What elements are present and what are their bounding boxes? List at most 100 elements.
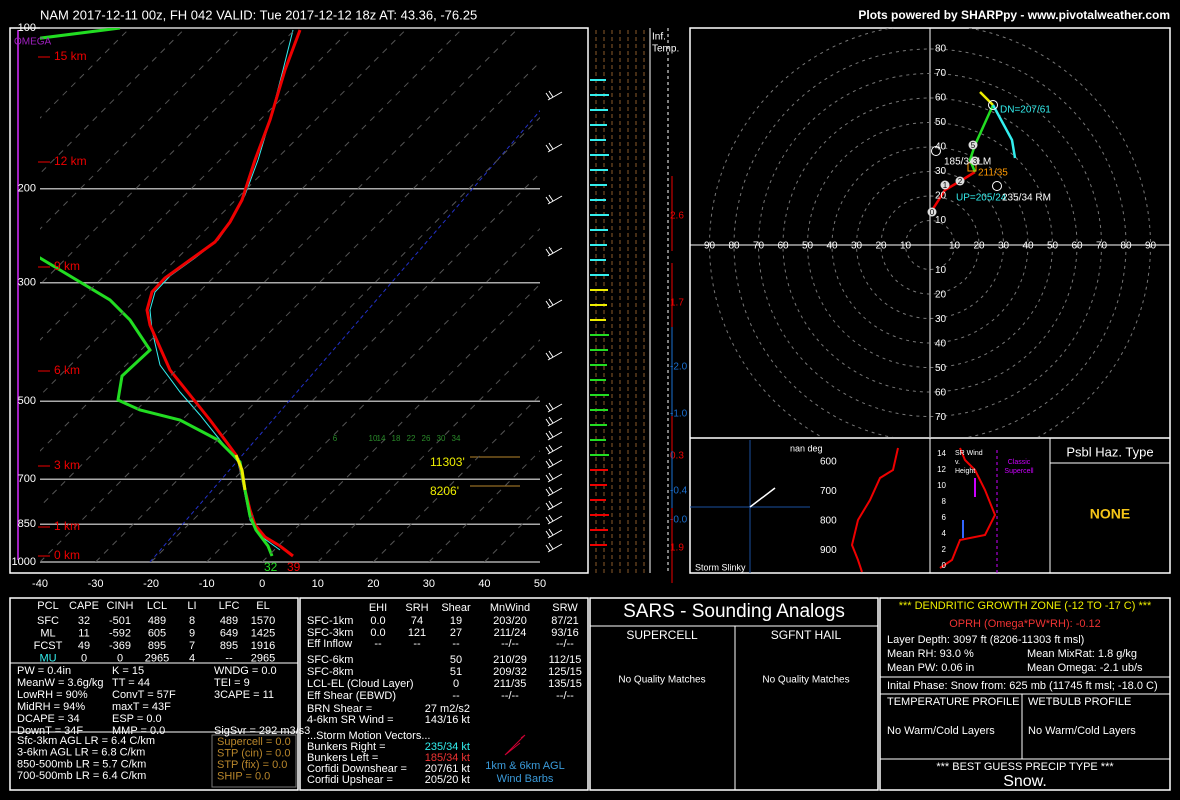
index-value: PW = 0.4in (17, 665, 71, 677)
x-tick-label: 30 (423, 578, 435, 590)
hodo-ring (905, 220, 955, 270)
header-title: NAM 2017-12-11 00z, FH 042 VALID: Tue 20… (40, 7, 477, 22)
hodo-point-label: 2 (958, 177, 963, 186)
hodo-point-label: 5 (971, 141, 976, 150)
isotherm (372, 394, 540, 562)
table-cell: 0 (117, 652, 123, 664)
hodo-mid (968, 104, 995, 173)
table-cell: 112/15 (549, 654, 582, 666)
y-tick-label: 300 (18, 277, 36, 289)
y-tick-label: 850 (18, 518, 36, 530)
table-cell: 1425 (251, 627, 275, 639)
table-cell: 125/15 (548, 666, 582, 678)
hazard-value: NONE (1090, 506, 1130, 522)
inf-value: -0.0 (670, 515, 688, 526)
table-cell: 0 (453, 678, 459, 690)
index-value: TEI = 9 (214, 677, 250, 689)
composite-value: SHIP = 0.0 (217, 770, 270, 782)
table-cell: 9 (189, 627, 195, 639)
sars-table (589, 597, 879, 791)
srwind-title: Height (955, 468, 975, 475)
extra-label: BRN Shear = (307, 703, 372, 715)
hodo-low (929, 170, 976, 213)
hodo-label: 30 (998, 241, 1010, 252)
hodo-label: 20 (935, 191, 947, 202)
hodo-label: 20 (973, 241, 985, 252)
row-label: SFC-3km (307, 627, 353, 639)
table-cell: SFC (37, 615, 59, 627)
height-label: 9 km (54, 259, 80, 273)
supercell-label: Classic (1008, 459, 1031, 466)
y-tick-label: 100 (18, 22, 36, 34)
hodo-ring (782, 97, 1078, 393)
index-value: 3CAPE = 11 (214, 689, 274, 701)
hodo-annotation: 235/34 RM (1002, 193, 1051, 204)
table-header: Shear (441, 602, 471, 614)
height-tick: 2 (942, 545, 947, 554)
composite-box (211, 734, 297, 788)
slinky-title: nan deg (790, 443, 823, 453)
y-tick-label: 700 (18, 473, 36, 485)
x-tick-label: 20 (367, 578, 379, 590)
extra-value: 27 m2/s2 (425, 703, 470, 715)
hodo-label: 40 (826, 241, 838, 252)
hodo-label: 50 (935, 363, 947, 374)
wind-barb (545, 402, 563, 413)
height-tick: 10 (937, 481, 946, 490)
table-header: EHI (369, 602, 387, 614)
table-header: SRH (405, 602, 428, 614)
table-cell: 0 (81, 652, 87, 664)
inf-value: 0.3 (670, 451, 684, 462)
table-cell: MU (39, 652, 56, 664)
hodo-top (991, 104, 1017, 159)
height-label: 12 km (54, 154, 87, 168)
hazard-title: Psbl Haz. Type (1066, 444, 1153, 459)
mixing-ratio-label: 10 (369, 434, 378, 443)
hodo-label: 60 (935, 93, 947, 104)
lapse-rate: 850-500mb LR = 5.7 C/km (17, 758, 146, 770)
index-value: MMP = 0.0 (112, 725, 165, 737)
precip-type: Snow. (1003, 773, 1047, 790)
table-cell: 489 (148, 615, 166, 627)
tables (9, 462, 1171, 791)
height-tick: 0 (942, 561, 947, 570)
hodo-label: 20 (935, 290, 947, 301)
profile-result: No Warm/Cold Layers (887, 725, 995, 737)
srwind-title: SR Wind (955, 450, 983, 457)
hodo-label: 50 (1047, 241, 1059, 252)
inf-value: 2.6 (670, 211, 684, 222)
motion-label: Corfidi Downshear = (307, 763, 407, 775)
y-tick-label: 200 (18, 183, 36, 195)
table-cell: 32 (78, 615, 90, 627)
dewpoint-line (40, 28, 121, 40)
storm-motion (988, 100, 998, 110)
sars-column: SGFNT HAIL (771, 628, 842, 642)
skewt-plot (40, 28, 540, 562)
hodo-point-label: 0 (930, 208, 935, 217)
height-tick: 8 (942, 497, 947, 506)
parcel-path (149, 110, 540, 562)
hodo-label: 10 (935, 265, 947, 276)
hodo-label: 60 (935, 388, 947, 399)
height-label: 15 km (54, 49, 87, 63)
wind-barb (545, 246, 563, 257)
height-label: 3 km (54, 458, 80, 472)
row-label: Eff Inflow (307, 638, 352, 650)
table-cell: -369 (109, 640, 131, 652)
hodo-point (927, 207, 937, 217)
hodo-ring (807, 122, 1053, 368)
wind-barb (545, 194, 563, 205)
x-tick-label: 50 (534, 578, 546, 590)
x-tick-label: -10 (199, 578, 215, 590)
wind-barb (545, 472, 563, 483)
sars-result: No Quality Matches (618, 675, 705, 686)
table-cell: 50 (450, 654, 462, 666)
hodo-label: 90 (704, 241, 716, 252)
index-value: DCAPE = 34 (17, 713, 80, 725)
hodo-label: 30 (851, 241, 863, 252)
table-cell: -- (413, 638, 421, 650)
index-value: ESP = 0.0 (112, 713, 162, 725)
index-value: K = 15 (112, 665, 144, 677)
sars-result: No Quality Matches (762, 675, 849, 686)
